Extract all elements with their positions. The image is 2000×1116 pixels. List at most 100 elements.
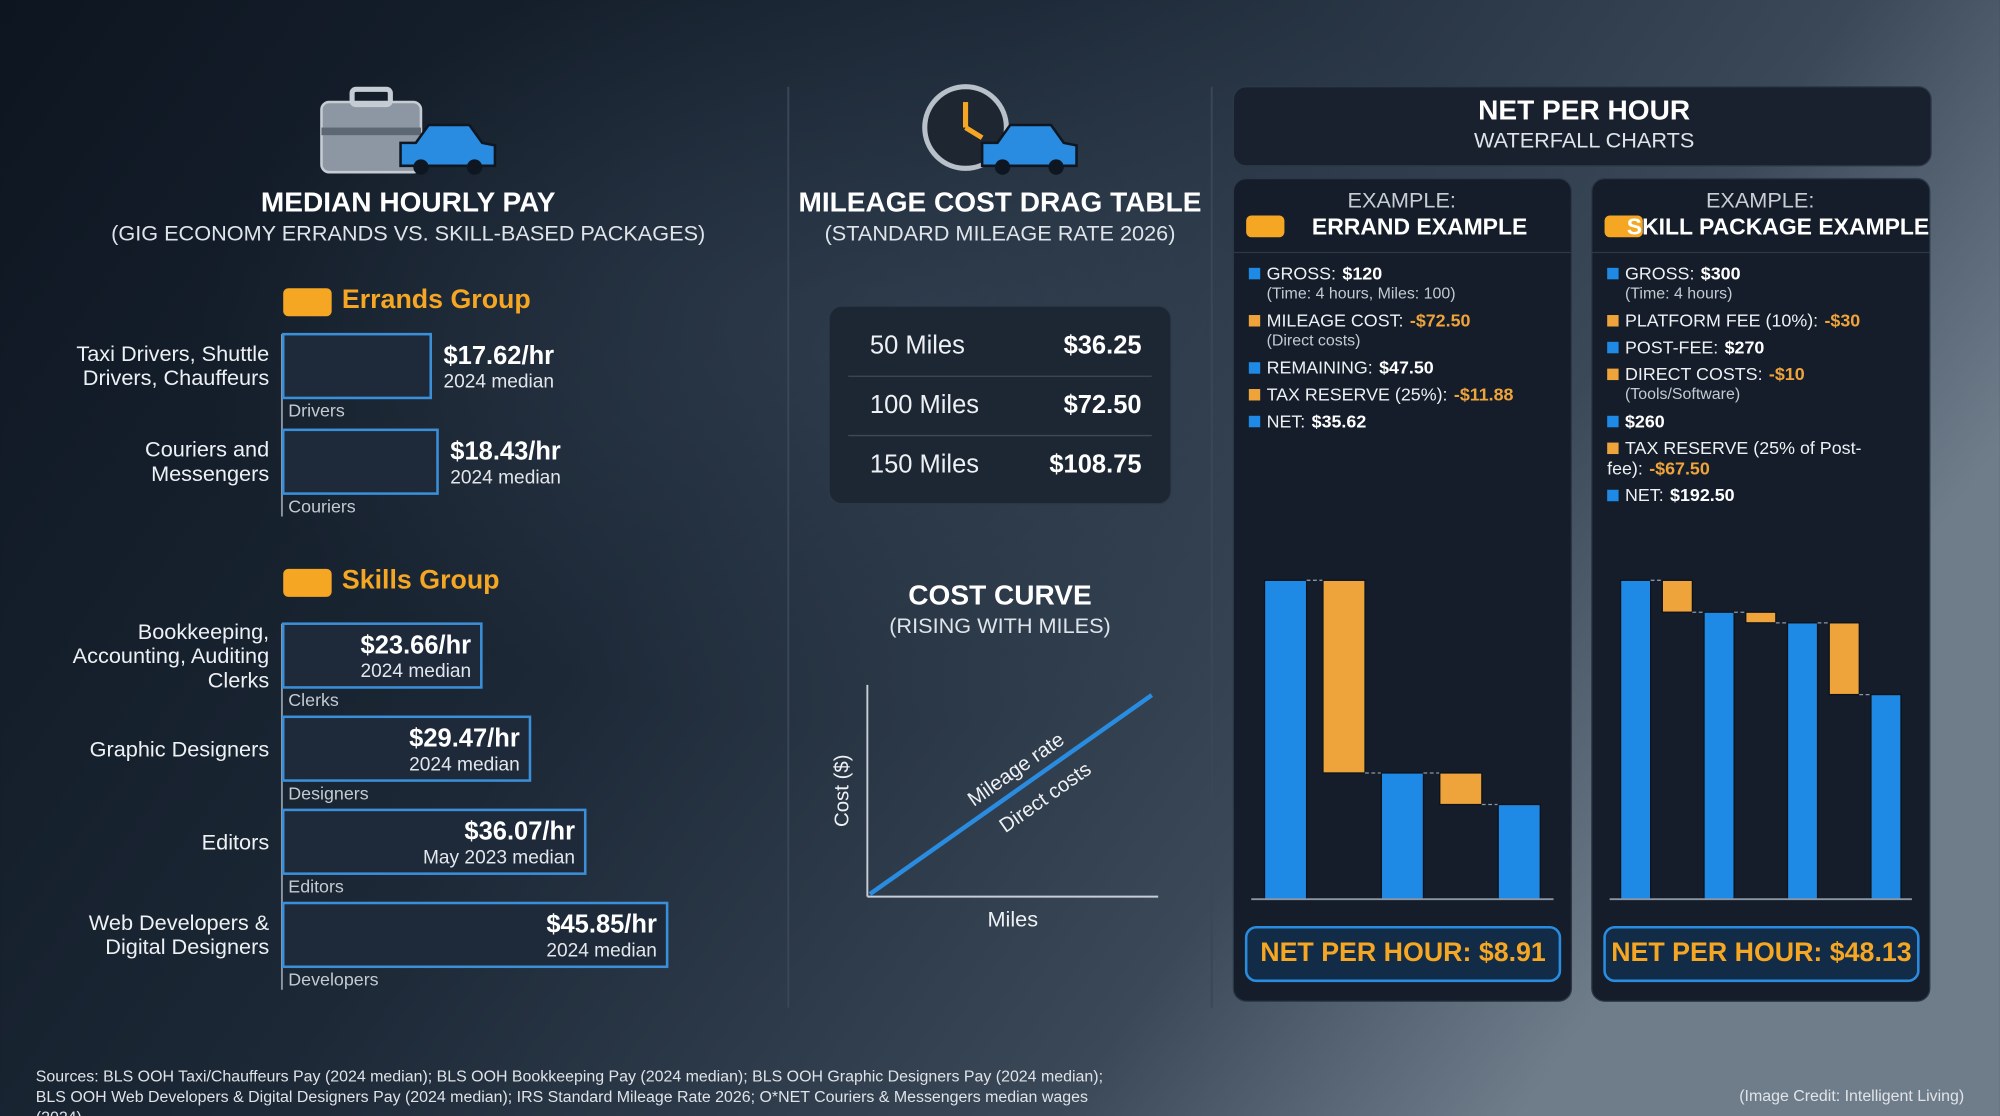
waterfall-bar (1263, 579, 1308, 900)
step-swatch (1607, 442, 1619, 455)
value-note: 2024 median (546, 941, 657, 962)
step-value: $300 (1700, 262, 1741, 284)
bar (281, 622, 483, 689)
short-label: Developers (288, 970, 378, 990)
waterfall-bar (1870, 693, 1902, 900)
step-value: $270 (1724, 336, 1765, 358)
value-label: $29.47/hr (409, 724, 520, 752)
step-swatch (1607, 341, 1619, 354)
step-value: $35.62 (1311, 410, 1367, 432)
step-row: TAX RESERVE (25%): -$11.88 (1248, 383, 1556, 405)
step-label: GROSS: (1624, 262, 1695, 284)
step-swatch (1248, 362, 1261, 374)
value-label: $23.66/hr (361, 631, 472, 659)
waterfall-bar (1497, 803, 1541, 900)
panel-subtitle: ERRAND EXAMPLE (1312, 213, 1527, 239)
step-value: -$11.88 (1453, 383, 1514, 405)
category-label: Web Developers & Digital Designers (88, 910, 270, 960)
step-swatch (1607, 315, 1619, 327)
summary-box (1603, 925, 1920, 983)
y-axis-label: Cost ($) (832, 755, 854, 828)
step-row: REMAINING: $47.50 (1248, 357, 1556, 378)
step-swatch (1607, 368, 1619, 381)
table-cell: $36.25 (1064, 332, 1142, 360)
step-list-box: GROSS: $300(Time: 4 hours) PLATFORM FEE (1… (1607, 263, 1914, 505)
value-note: 2024 median (443, 372, 554, 393)
step-label: DIRECT COSTS: (1624, 363, 1763, 384)
mileage-icon (922, 84, 1078, 175)
step-value: -$72.50 (1409, 309, 1471, 331)
step-note: (Time: 4 hours) (1624, 284, 1733, 303)
value-note: 2024 median (361, 661, 472, 682)
value-label: $17.62/hr (443, 342, 554, 370)
bar (281, 715, 532, 782)
value-note: May 2023 median (423, 847, 575, 868)
waterfall-panel (1591, 177, 1931, 1002)
panel-icon (1246, 215, 1285, 238)
panel-title: EXAMPLE: (1348, 187, 1456, 212)
group-icon (283, 568, 332, 597)
step-value: $47.50 (1379, 357, 1434, 378)
step-row: GROSS: $120 (Time: 4 hours, Miles: 100) (1248, 262, 1556, 304)
step-label: PLATFORM FEE (10%): (1624, 309, 1819, 331)
step-value: -$10 (1768, 363, 1805, 384)
short-label: Drivers (288, 401, 345, 421)
waterfall-header-subtitle: WATERFALL CHARTS (1474, 127, 1694, 152)
short-label: Clerks (288, 690, 339, 710)
step-row: NET: $192.50 (1607, 485, 1914, 505)
step-row: DIRECT COSTS: -$10 (Tools/Software) (1607, 363, 1914, 404)
table-panel (828, 305, 1172, 505)
category-label: Editors (201, 829, 270, 854)
cost-line (868, 693, 1154, 896)
bar (281, 332, 433, 400)
step-label: TAX RESERVE (25% of Post-fee): (1607, 437, 1862, 479)
group-title: Skills Group (342, 565, 500, 595)
step-row: $260 (1607, 411, 1914, 431)
step-swatch (1248, 267, 1261, 280)
bar (281, 808, 587, 875)
step-swatch (1607, 415, 1619, 428)
step-list: GROSS: $120 (Time: 4 hours, Miles: 100) MIL… (1248, 262, 1556, 432)
step-list: GROSS: $300 (Time: 4 hours) PLATFORM FEE (1… (1607, 263, 1914, 505)
sources-box: Sources: BLS OOH Taxi/Chauffeurs Pay (20… (35, 1067, 1104, 1116)
step-label: REMAINING: (1266, 357, 1373, 378)
step-note: (Direct costs) (1266, 331, 1361, 350)
category-label: Couriers and Messengers (145, 437, 270, 486)
category-box: Bookkeeping, Accounting, Auditing Clerks (73, 619, 269, 692)
chart-subtitle: (RISING WITH MILES) (889, 613, 1111, 638)
waterfall-bar (1322, 579, 1366, 774)
step-label: NET: (1624, 484, 1664, 506)
category-box: Graphic Designers (90, 737, 270, 761)
bar (281, 428, 439, 495)
step-label: GROSS: (1266, 262, 1337, 284)
step-row: MILEAGE COST: -$72.50 (Direct costs) (1248, 309, 1556, 351)
value-label: $45.85/hr (546, 911, 657, 939)
waterfall-bar (1661, 579, 1694, 613)
summary: NET PER HOUR: $48.13 (1611, 937, 1911, 967)
table-cell: $108.75 (1049, 450, 1141, 478)
step-note: (Time: 4 hours, Miles: 100) (1266, 284, 1456, 303)
step-label: NET: (1266, 410, 1306, 432)
table-cell: 150 Miles (870, 450, 979, 478)
panel-subtitle: SKILL PACKAGE EXAMPLE (1627, 213, 1929, 239)
value-label: $36.07/hr (464, 818, 575, 846)
step-swatch (1248, 415, 1261, 428)
group-title: Errands Group (342, 284, 531, 314)
credit: (Image Credit: Intelligent Living) (1739, 1088, 1964, 1105)
step-row: GROSS: $300 (Time: 4 hours) (1607, 263, 1914, 304)
short-label: Couriers (288, 496, 356, 516)
step-value: -$30 (1824, 309, 1861, 331)
chart-title: MEDIAN HOURLY PAY (261, 186, 556, 217)
category-box: Editors (201, 829, 270, 854)
sources: Sources: BLS OOH Taxi/Chauffeurs Pay (20… (35, 1067, 1104, 1116)
waterfall-bar (1380, 772, 1425, 900)
step-row: POST-FEE: $270 (1607, 337, 1914, 357)
pay-icon (320, 86, 497, 175)
group-icon (283, 288, 332, 317)
step-label: POST-FEE: (1624, 336, 1719, 358)
table-cell: 100 Miles (870, 391, 979, 419)
waterfall-bar (1828, 622, 1860, 696)
panel-title: EXAMPLE: (1706, 187, 1814, 212)
bar (281, 901, 669, 969)
waterfall-panel (1232, 177, 1573, 1002)
